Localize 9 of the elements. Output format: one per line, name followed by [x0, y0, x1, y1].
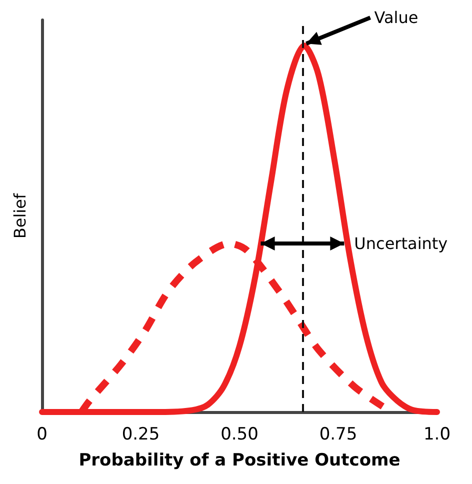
annotation: Uncertainty — [354, 234, 448, 253]
y-axis-title: Belief — [10, 193, 30, 239]
annotation: Value — [374, 8, 418, 28]
x-tick-label: 0.75 — [319, 424, 358, 444]
x-axis-title: Probability of a Positive Outcome — [78, 450, 400, 470]
x-tick-label: 0.50 — [220, 424, 258, 444]
x-tick-label: 0.25 — [122, 424, 160, 444]
x-tick-label: 1.0 — [423, 424, 451, 444]
x-tick-label: 0 — [36, 424, 48, 444]
